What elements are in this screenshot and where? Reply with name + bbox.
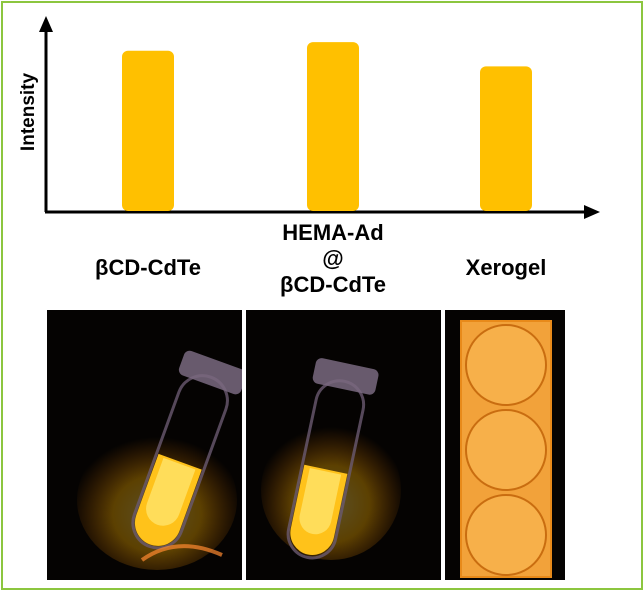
- category-label-line: HEMA-Ad: [282, 220, 384, 245]
- y-axis-label: Intensity: [18, 73, 39, 152]
- category-label-line: Xerogel: [465, 255, 547, 280]
- category-label-line: βCD-CdTe: [95, 255, 201, 280]
- category-label-3: Xerogel: [406, 255, 606, 281]
- x-axis-arrow: [584, 205, 600, 219]
- photo-xerogel: [445, 310, 565, 580]
- bar-series: [122, 42, 532, 212]
- category-label-1: βCD-CdTe: [48, 255, 248, 281]
- chart-axes: [39, 16, 600, 219]
- category-label-2: HEMA-Ad @ βCD-CdTe: [233, 220, 433, 298]
- photo-hema-ad-bcd-cdte: [246, 310, 441, 580]
- photo-bcd-cdte: [47, 310, 242, 580]
- category-label-line: βCD-CdTe: [280, 272, 386, 297]
- y-axis-arrow: [39, 16, 53, 32]
- bar-chart: Intensity: [18, 16, 600, 219]
- bar-3: [480, 66, 532, 212]
- bar-1: [122, 50, 174, 211]
- category-label-line: @: [322, 246, 344, 271]
- bar-2: [307, 42, 359, 212]
